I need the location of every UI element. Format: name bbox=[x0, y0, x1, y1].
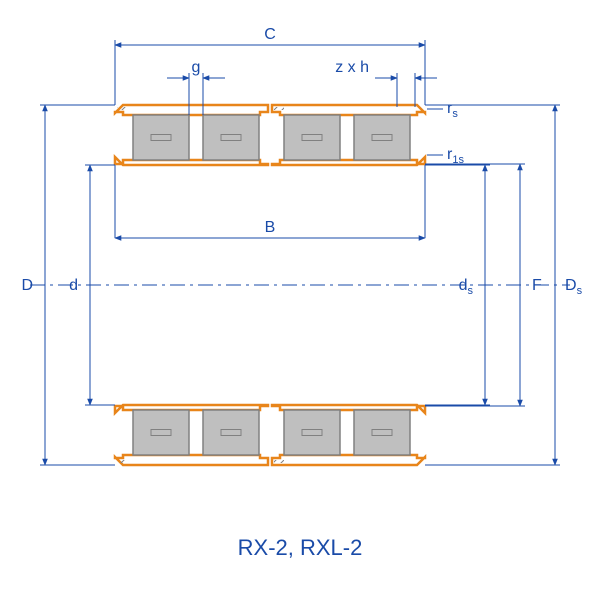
svg-text:C: C bbox=[264, 26, 276, 43]
svg-text:z x h: z x h bbox=[335, 59, 369, 76]
svg-text:B: B bbox=[265, 219, 276, 236]
roller bbox=[133, 410, 189, 455]
roller bbox=[133, 115, 189, 160]
outer-ring-section bbox=[115, 455, 268, 465]
roller bbox=[284, 410, 340, 455]
outer-ring-section bbox=[272, 105, 425, 115]
svg-text:F: F bbox=[532, 277, 542, 294]
svg-text:g: g bbox=[192, 59, 201, 76]
outer-ring-section bbox=[272, 455, 425, 465]
roller bbox=[203, 115, 259, 160]
bearing-cross-section-diagram: Dd Cg z x h Bds F Ds rs r1s RX-2, RXL-2 bbox=[0, 0, 600, 600]
svg-text:D: D bbox=[21, 277, 33, 294]
roller bbox=[203, 410, 259, 455]
svg-text:d: d bbox=[69, 277, 78, 294]
roller bbox=[284, 115, 340, 160]
svg-text:Ds: Ds bbox=[565, 277, 583, 297]
diagram-caption: RX-2, RXL-2 bbox=[238, 535, 363, 560]
svg-text:rs: rs bbox=[447, 100, 458, 120]
outer-ring-section bbox=[115, 105, 268, 115]
roller bbox=[354, 410, 410, 455]
svg-text:r1s: r1s bbox=[447, 146, 464, 166]
roller bbox=[354, 115, 410, 160]
svg-text:ds: ds bbox=[459, 277, 474, 297]
